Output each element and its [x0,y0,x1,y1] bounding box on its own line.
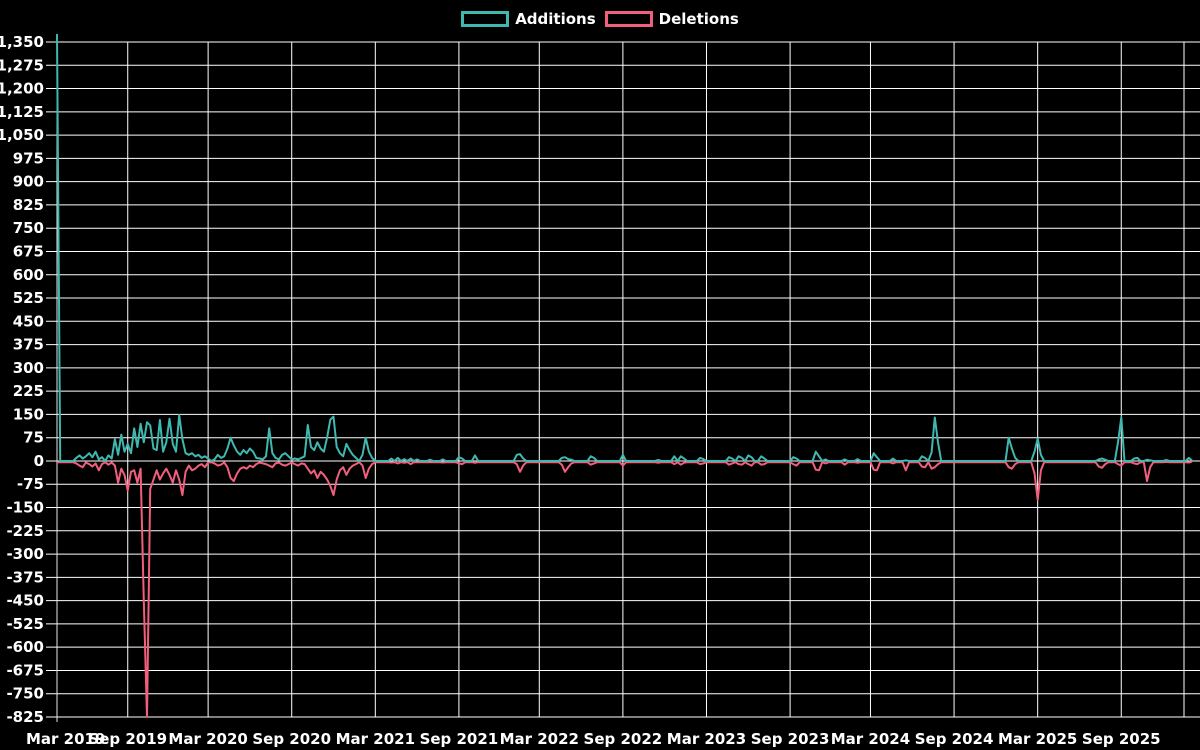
deletions-swatch-icon [604,11,653,27]
y-tick-label: 675 [13,242,44,260]
y-tick-label: 525 [13,289,44,307]
y-tick-label: 375 [13,336,44,354]
legend-item-deletions[interactable]: Deletions [604,10,739,28]
y-tick-label: 1,200 [0,80,44,98]
x-tick-label: Sep 2020 [252,730,331,748]
x-tick-label: Sep 2019 [88,730,167,748]
y-tick-label: 1,275 [0,56,44,74]
y-tick-label: -450 [6,592,44,610]
x-tick-label: Mar 2023 [667,730,746,748]
y-tick-label: -825 [6,708,44,726]
x-tick-label: Mar 2020 [168,730,247,748]
x-tick-label: Sep 2024 [915,730,994,748]
y-tick-label: -525 [6,615,44,633]
y-tick-label: -675 [6,661,44,679]
y-tick-label: 900 [13,173,44,191]
y-tick-label: 600 [13,266,44,284]
y-tick-label: -225 [6,522,44,540]
legend-item-additions[interactable]: Additions [461,10,596,28]
chart-legend: Additions Deletions [0,8,1200,30]
y-tick-label: 225 [13,382,44,400]
y-tick-label: 1,050 [0,126,44,144]
y-tick-label: -150 [6,499,44,517]
x-tick-label: Mar 2022 [500,730,579,748]
x-tick-label: Sep 2025 [1082,730,1161,748]
x-tick-label: Sep 2022 [584,730,663,748]
y-tick-label: 150 [13,405,44,423]
x-tick-label: Mar 2019 [26,730,105,748]
y-tick-label: 1,350 [0,33,44,51]
legend-label-additions: Additions [515,10,596,28]
additions-line [56,34,1193,462]
x-tick-label: Mar 2021 [336,730,415,748]
x-tick-label: Sep 2023 [751,730,830,748]
deletions-line [57,460,1193,718]
x-tick-label: Mar 2024 [831,730,910,748]
y-tick-label: 75 [23,429,44,447]
y-tick-label: 825 [13,196,44,214]
x-tick-label: Sep 2021 [420,730,499,748]
y-tick-label: -750 [6,685,44,703]
x-tick-label: Mar 2025 [998,730,1077,748]
y-tick-label: 0 [34,452,44,470]
y-tick-label: -75 [17,475,44,493]
legend-label-deletions: Deletions [658,10,739,28]
y-tick-label: 450 [13,312,44,330]
y-tick-label: 750 [13,219,44,237]
y-tick-label: 300 [13,359,44,377]
y-tick-label: -600 [6,638,44,656]
additions-swatch-icon [461,11,510,27]
y-tick-label: -300 [6,545,44,563]
y-tick-label: -375 [6,568,44,586]
y-tick-label: 975 [13,149,44,167]
y-tick-label: 1,125 [0,103,44,121]
